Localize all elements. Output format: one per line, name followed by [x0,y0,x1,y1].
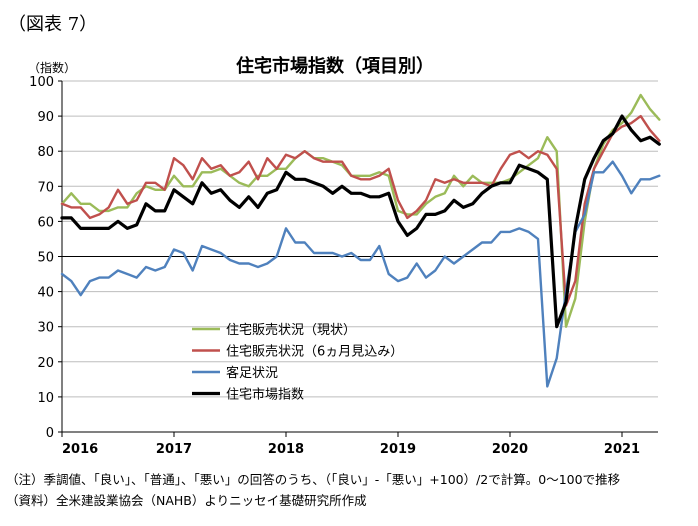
x-tick-label: 2018 [268,442,304,457]
y-axis-label: （指数） [28,60,76,75]
series-line-3 [60,114,661,329]
series-line-1 [60,114,661,307]
y-tick-label: 20 [37,356,54,371]
series-line-2 [60,160,661,388]
x-tick-label: 2021 [604,442,640,457]
y-tick-label: 60 [37,215,54,230]
y-tick-label: 70 [37,180,54,195]
x-tick-label: 2017 [156,442,192,457]
chart-note: （注）季調値、「良い」、「普通」、「悪い」の回答のうち、（「良い」-「悪い」+1… [6,472,621,487]
y-tick-label: 100 [29,75,54,90]
y-tick-label: 30 [37,321,54,336]
y-tick-label: 0 [46,426,54,441]
y-tick-label: 50 [37,251,54,266]
x-tick-label: 2020 [492,442,528,457]
legend-label: 客足状況 [226,365,278,381]
figure-label: （図表 7） [8,14,98,35]
legend-label: 住宅販売状況（6ヵ月見込み） [226,344,403,360]
chart-source: （資料）全米建設業協会（NAHB）よりニッセイ基礎研究所作成 [6,493,367,508]
x-tick-label: 2019 [380,442,416,457]
legend-label: 住宅販売状況（現状） [226,322,356,338]
y-tick-label: 40 [37,286,54,301]
y-tick-label: 80 [37,145,54,160]
chart-title: 住宅市場指数（項目別） [236,55,434,77]
x-tick-label: 2016 [62,442,98,457]
legend-label: 住宅市場指数 [226,387,304,403]
y-tick-label: 90 [37,110,54,125]
y-tick-label: 10 [37,391,54,406]
